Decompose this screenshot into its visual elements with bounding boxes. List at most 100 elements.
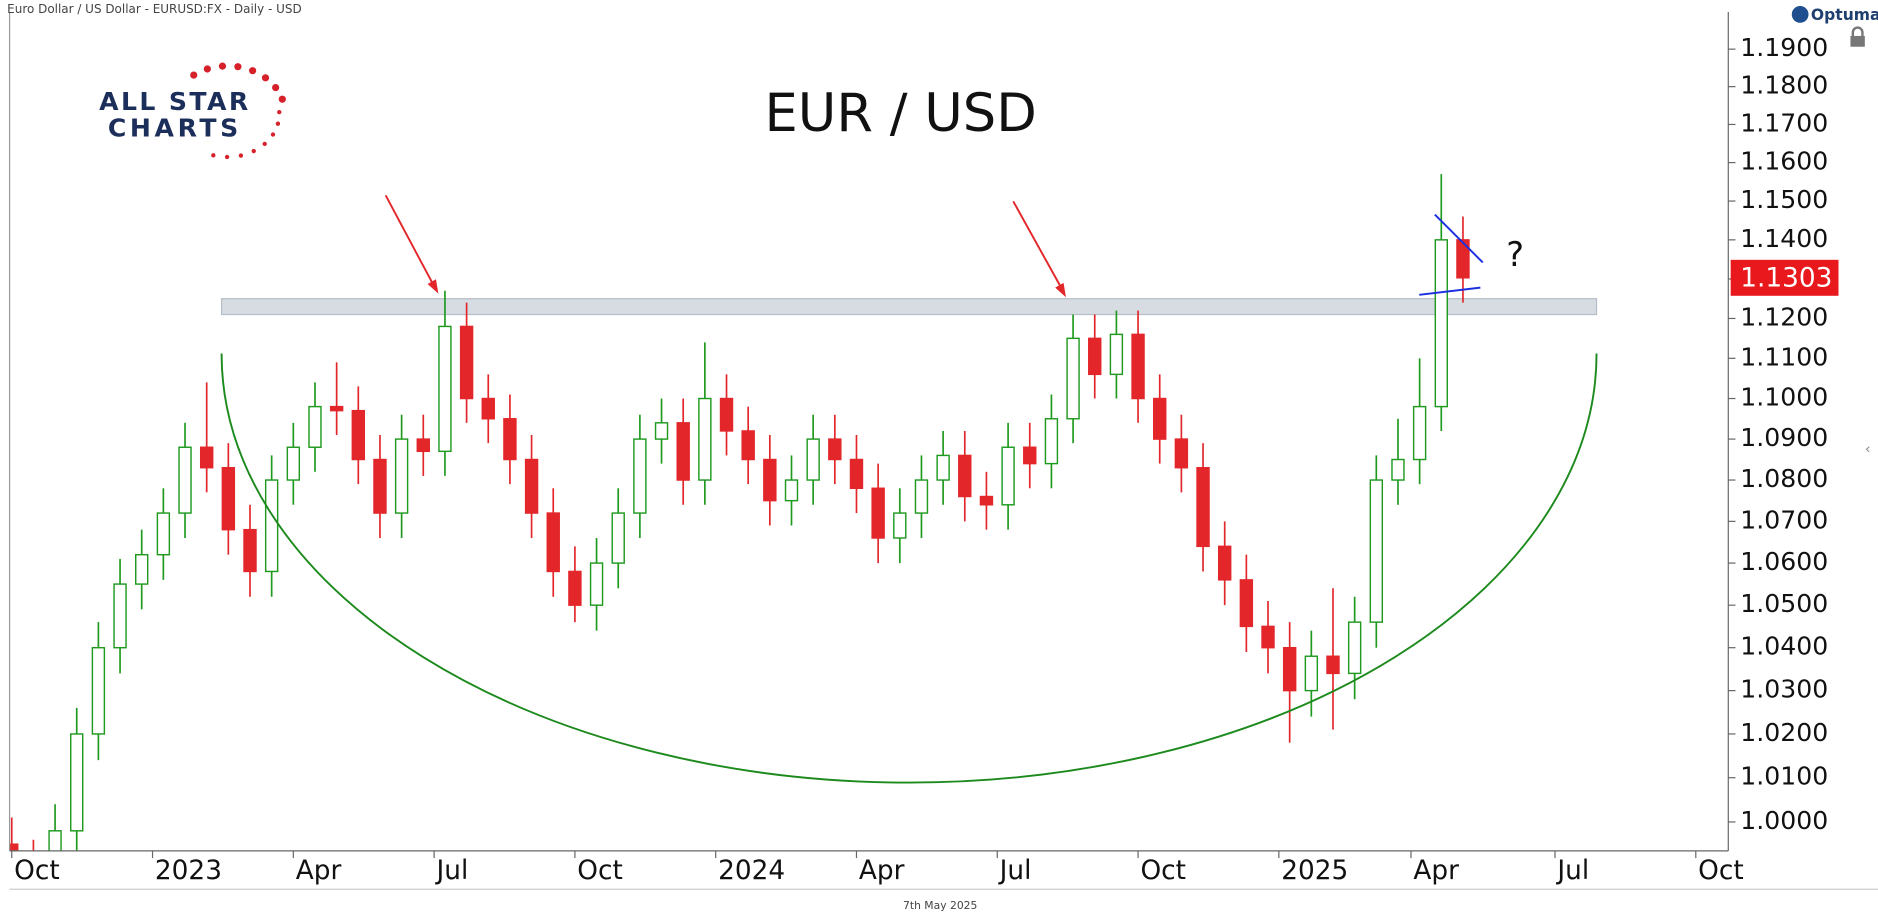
plot-area	[9, 174, 1598, 851]
candle-body	[481, 397, 495, 420]
candle-body	[546, 512, 560, 573]
candle-body	[1369, 479, 1384, 623]
candle-body	[871, 487, 885, 539]
logo-star	[275, 121, 281, 126]
candle-body	[308, 405, 322, 448]
trend-line	[1419, 286, 1481, 296]
candle-body	[1023, 446, 1037, 465]
candle-body	[784, 479, 799, 502]
candle-body	[1282, 646, 1297, 692]
y-tick-label: 1.0400	[1740, 632, 1828, 661]
candle-body	[264, 479, 279, 573]
y-tick-label: 1.1000	[1740, 383, 1828, 412]
candle-body	[351, 409, 366, 461]
candle-body	[763, 458, 777, 502]
date-label: 7th May 2025	[903, 899, 977, 912]
brand-name: Optuma	[1811, 6, 1878, 24]
candle-body	[849, 458, 864, 489]
x-tick-label: Jul	[435, 856, 469, 886]
logo-star	[203, 65, 211, 73]
candle-body	[1412, 405, 1427, 461]
arrow	[384, 194, 435, 286]
y-tick-label: 1.1800	[1740, 71, 1828, 100]
y-tick-label: 1.0100	[1740, 762, 1828, 791]
candle-body	[1304, 655, 1319, 692]
candle-body	[676, 422, 690, 481]
candle-body	[329, 405, 344, 412]
arrow-head	[1055, 282, 1066, 298]
candle-body	[568, 570, 582, 606]
candle-body	[438, 325, 452, 453]
candle-body	[589, 562, 604, 606]
logo-line: ALL STAR	[99, 87, 251, 116]
candle-body	[1088, 337, 1102, 376]
candle-body	[243, 528, 257, 573]
y-tick-label: 1.1200	[1740, 302, 1828, 331]
x-tick-label: Apr	[1413, 856, 1459, 886]
y-tick-label: 1.0200	[1740, 718, 1828, 747]
logo-star	[234, 63, 242, 71]
y-tick-label: 1.0300	[1740, 675, 1828, 704]
y-tick-label: 1.0800	[1740, 464, 1828, 493]
candle-body	[698, 397, 712, 481]
logo-star	[249, 67, 257, 75]
x-tick-label: Jul	[998, 856, 1032, 886]
y-tick-label: 1.1600	[1740, 147, 1828, 176]
annotations: ?	[220, 194, 1598, 784]
candle-body	[1131, 333, 1145, 400]
y-tick-label: 1.1500	[1740, 185, 1828, 214]
candle-body	[416, 438, 430, 453]
candle-body	[9, 843, 19, 851]
x-tick-label: Oct	[577, 856, 623, 886]
logo-line: CHARTS	[108, 113, 242, 142]
x-tick-label: Oct	[14, 856, 60, 886]
candle-body	[91, 646, 106, 735]
y-tick-label: 1.0900	[1740, 423, 1828, 452]
candle-body	[611, 512, 625, 564]
x-tick-label: Oct	[1140, 856, 1186, 886]
annotation: ?	[1506, 235, 1524, 274]
candle-body	[1066, 337, 1080, 420]
x-tick-label: Jul	[1555, 856, 1589, 886]
logo-star	[218, 62, 227, 70]
last-price-label: 1.1303	[1740, 264, 1832, 294]
brand-icon	[1791, 5, 1809, 23]
candle-body	[806, 438, 820, 481]
logo-star	[278, 95, 286, 103]
candle-body	[134, 553, 149, 585]
collapse-handle[interactable]: ‹	[1865, 441, 1871, 457]
last-price-box	[1730, 259, 1839, 296]
y-tick-label: 1.1900	[1740, 33, 1828, 62]
candle-body	[633, 438, 647, 514]
candle-body	[1434, 239, 1449, 408]
candle-body	[156, 512, 171, 556]
candle-body	[394, 438, 409, 514]
candle-body	[1456, 239, 1470, 279]
logo-star	[261, 74, 270, 82]
y-tick-label: 1.0000	[1740, 806, 1828, 835]
candle-body	[178, 446, 192, 514]
candle-body	[286, 446, 301, 481]
candle-body	[1001, 446, 1015, 506]
candle-body	[503, 418, 517, 461]
candle-body	[1174, 438, 1189, 469]
logo-star	[224, 154, 230, 160]
candle-body	[524, 458, 539, 514]
logo-star	[251, 148, 256, 154]
candle-body	[958, 454, 972, 498]
candle-body	[741, 430, 755, 461]
candle-body	[893, 512, 907, 539]
candle-body	[48, 830, 62, 851]
y-tick-label: 1.0500	[1740, 589, 1828, 618]
candle-body	[1239, 579, 1254, 628]
arrow-head	[427, 279, 439, 294]
candle-body	[828, 438, 842, 461]
brand: Optuma	[1791, 5, 1878, 24]
candle-body	[373, 458, 387, 514]
candle-body	[221, 466, 236, 531]
y-tick-label: 1.1700	[1740, 108, 1828, 137]
candle-body	[1261, 625, 1275, 649]
lock-icon	[1850, 26, 1865, 47]
